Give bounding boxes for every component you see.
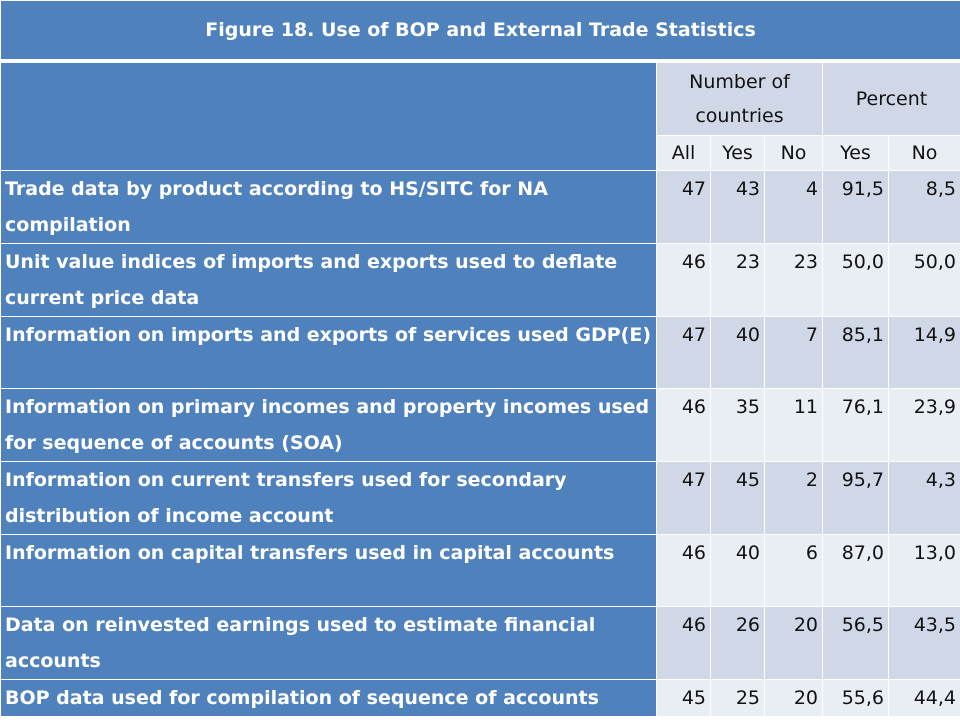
table-row: Trade data by product according to HS/SI… [0,169,960,244]
value-percent-yes: 55,6 [822,678,889,717]
table-title: Figure 18. Use of BOP and External Trade… [0,0,960,63]
value-all: 47 [656,460,711,535]
value-count-yes: 45 [710,460,765,535]
value-percent-yes: 85,1 [822,315,889,389]
row-label: Trade data by product according to HS/SI… [0,169,657,244]
value-percent-no: 43,5 [887,605,960,680]
row-label: Information on primary incomes and prope… [0,387,657,462]
value-all: 47 [656,315,711,389]
value-percent-no: 23,9 [887,387,960,462]
table-row: Information on capital transfers used in… [0,533,960,607]
row-label: Unit value indices of imports and export… [0,242,657,317]
value-count-no: 6 [764,533,823,607]
value-percent-no: 44,4 [887,678,960,717]
value-count-no: 2 [764,460,823,535]
subheader-row: All Yes No Yes No [1,134,960,171]
value-all: 46 [656,242,711,317]
row-label: Data on reinvested earnings used to esti… [0,605,657,680]
row-label: Information on capital transfers used in… [0,533,657,607]
value-percent-no: 50,0 [887,242,960,317]
number-of-countries-line2: countries [695,104,784,127]
value-count-yes: 40 [710,533,765,607]
value-percent-yes: 76,1 [822,387,889,462]
table-row: Information on imports and exports of se… [0,315,960,389]
table-row: Unit value indices of imports and export… [0,242,960,317]
value-percent-no: 14,9 [887,315,960,389]
value-count-no: 20 [764,678,823,717]
row-label: BOP data used for compilation of sequenc… [0,678,657,717]
table-row: Data on reinvested earnings used to esti… [0,605,960,680]
table-row: Information on primary incomes and prope… [0,387,960,462]
subheader-count-yes: Yes [710,134,765,171]
subheader-percent-no: No [887,134,960,171]
value-count-no: 23 [764,242,823,317]
table-row: BOP data used for compilation of sequenc… [0,678,960,717]
value-count-yes: 23 [710,242,765,317]
value-count-yes: 35 [710,387,765,462]
row-label: Information on current transfers used fo… [0,460,657,535]
value-percent-no: 8,5 [887,169,960,244]
label-column-header [0,60,657,171]
value-percent-no: 4,3 [887,460,960,535]
subheader-all: All [656,134,711,171]
table-row: Information on current transfers used fo… [0,460,960,535]
title-row: Figure 18. Use of BOP and External Trade… [0,0,960,63]
value-percent-yes: 87,0 [822,533,889,607]
value-percent-yes: 50,0 [822,242,889,317]
subheader-percent-yes: Yes [822,134,889,171]
value-count-yes: 25 [710,678,765,717]
value-all: 47 [656,169,711,244]
value-count-yes: 43 [710,169,765,244]
value-percent-yes: 91,5 [822,169,889,244]
value-count-no: 11 [764,387,823,462]
value-count-yes: 40 [710,315,765,389]
value-count-yes: 26 [710,605,765,680]
value-count-no: 7 [764,315,823,389]
value-count-no: 20 [764,605,823,680]
value-all: 46 [656,533,711,607]
percent-header: Percent [821,60,960,136]
value-percent-yes: 95,7 [822,460,889,535]
value-count-no: 4 [764,169,823,244]
number-of-countries-header: Number of countries [656,60,823,136]
value-percent-yes: 56,5 [822,605,889,680]
value-percent-no: 13,0 [887,533,960,607]
value-all: 45 [656,678,711,717]
row-label: Information on imports and exports of se… [0,315,657,389]
number-of-countries-line1: Number of [689,70,790,93]
subheader-count-no: No [764,134,823,171]
value-all: 46 [656,387,711,462]
value-all: 46 [656,605,711,680]
group-header-row: Number of countries Percent [0,60,960,171]
